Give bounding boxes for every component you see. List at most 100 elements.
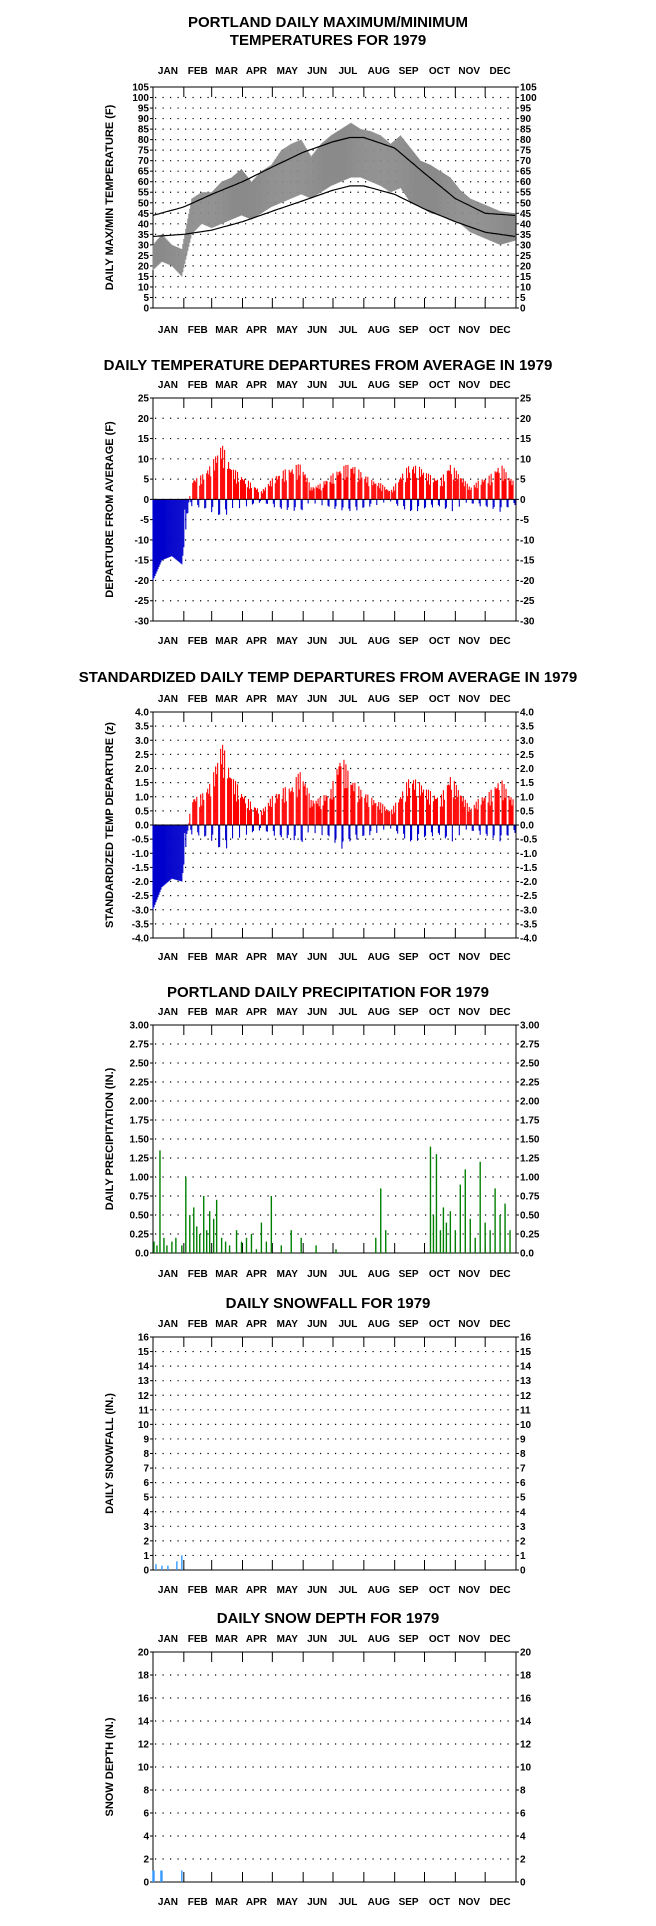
- y-tick-label-left: 3.5: [135, 722, 149, 733]
- y-tick-label-right: 2.00: [520, 1097, 540, 1108]
- month-label-bottom: OCT: [429, 1585, 450, 1596]
- chart-title: DAILY SNOW DEPTH FOR 1979: [217, 1610, 440, 1627]
- y-tick-label-left: 5: [143, 293, 149, 304]
- chart-snowfall: DAILY SNOWFALL FOR 1979 JAN JAN FEB FEB MAR MA…: [104, 1295, 532, 1596]
- y-tick-label-left: -20: [135, 576, 150, 587]
- y-tick-label-left: 2: [143, 1855, 149, 1866]
- y-tick-label-left: 3.0: [135, 736, 149, 747]
- y-tick-label-right: 4: [520, 1507, 526, 1518]
- y-tick-label-left: 2.50: [130, 1059, 150, 1070]
- month-label-top: OCT: [429, 1634, 450, 1645]
- y-tick-label-right: -4.0: [520, 934, 538, 945]
- y-tick-label-left: 10: [138, 1763, 150, 1774]
- y-tick-label-right: 35: [520, 230, 532, 241]
- month-label-bottom: FEB: [188, 325, 208, 336]
- month-label-top: APR: [246, 66, 268, 77]
- y-tick-label-left: 1: [143, 1551, 149, 1562]
- y-tick-label-left: 1.00: [130, 1173, 150, 1184]
- y-tick-label-left: 25: [138, 394, 150, 405]
- y-axis-label: STANDARDIZED TEMP DEPARTURE (z): [104, 722, 116, 928]
- y-tick-label-right: 40: [520, 219, 532, 230]
- y-tick-label-right: 5: [520, 293, 526, 304]
- month-label-top: JUN: [307, 1007, 327, 1018]
- y-tick-label-left: 1.5: [135, 778, 149, 789]
- month-label-bottom: NOV: [458, 952, 480, 963]
- y-tick-label-left: 18: [138, 1671, 150, 1682]
- normal_min-line: [152, 185, 516, 237]
- y-tick-label-right: 0.25: [520, 1230, 540, 1241]
- y-tick-label-right: 5: [520, 1493, 526, 1504]
- y-tick-label-left: 0.0: [135, 1249, 149, 1260]
- y-tick-label-right: 55: [520, 188, 532, 199]
- chart-standardized: STANDARDIZED DAILY TEMP DEPARTURES FROM …: [79, 669, 577, 963]
- y-tick-label-right: 3: [520, 1522, 526, 1533]
- y-tick-label-left: 75: [138, 146, 150, 157]
- y-tick-label-right: -30: [520, 617, 535, 628]
- month-label-bottom: MAR: [215, 1897, 239, 1908]
- y-axis-label: DAILY MAX/MIN TEMPERATURE (F): [104, 104, 116, 290]
- y-tick-label-left: 70: [138, 156, 150, 167]
- month-label-bottom: JUN: [307, 952, 327, 963]
- month-label-bottom: JUN: [307, 1585, 327, 1596]
- y-tick-label-left: 55: [138, 188, 150, 199]
- chart-precip: PORTLAND DAILY PRECIPITATION FOR 1979 JAN…: [104, 984, 540, 1280]
- y-tick-label-right: 15: [520, 272, 532, 283]
- month-label-bottom: DEC: [490, 636, 511, 647]
- month-label-top: NOV: [458, 1319, 480, 1330]
- month-label-top: SEP: [399, 1007, 419, 1018]
- month-label-bottom: NOV: [458, 1897, 480, 1908]
- y-tick-label-right: 60: [520, 177, 532, 188]
- month-label-top: JUL: [338, 66, 357, 77]
- month-label-top: MAY: [277, 1007, 299, 1018]
- month-label-top: JUN: [307, 1634, 327, 1645]
- y-tick-label-left: 80: [138, 135, 150, 146]
- month-label-top: SEP: [399, 66, 419, 77]
- y-tick-label-right: 1.75: [520, 1116, 540, 1127]
- month-label-bottom: AUG: [368, 636, 390, 647]
- y-tick-label-right: 1: [520, 1551, 526, 1562]
- y-tick-label-left: 0.75: [130, 1192, 150, 1203]
- month-label-top: AUG: [368, 1319, 390, 1330]
- y-tick-label-right: 3.00: [520, 1021, 540, 1032]
- y-tick-label-right: 0: [520, 1566, 526, 1577]
- month-label-top: JUN: [307, 66, 327, 77]
- y-tick-label-right: 6: [520, 1478, 526, 1489]
- y-tick-label-right: 4: [520, 1832, 526, 1843]
- month-label-bottom: MAY: [277, 636, 299, 647]
- y-tick-label-left: 5: [143, 475, 149, 486]
- month-label-bottom: JAN: [158, 325, 178, 336]
- y-axis-label: DAILY SNOWFALL (IN.): [104, 1393, 116, 1514]
- y-tick-label-left: 95: [138, 104, 150, 115]
- y-tick-label-right: 14: [520, 1717, 532, 1728]
- month-label-bottom: SEP: [399, 325, 419, 336]
- month-label-top: JUL: [338, 1007, 357, 1018]
- month-label-bottom: SEP: [399, 952, 419, 963]
- y-tick-label-right: 12: [520, 1740, 532, 1751]
- y-tick-label-right: 45: [520, 209, 532, 220]
- plot-frame: [152, 1024, 517, 1254]
- month-label-top: NOV: [458, 1634, 480, 1645]
- month-label-bottom: FEB: [188, 1585, 208, 1596]
- y-tick-label-right: 16: [520, 1333, 532, 1344]
- y-tick-label-left: 10: [138, 454, 150, 465]
- month-label-bottom: FEB: [188, 1269, 208, 1280]
- y-tick-label-left: 25: [138, 251, 150, 262]
- month-label-bottom: SEP: [399, 1897, 419, 1908]
- y-tick-label-left: 2.75: [130, 1040, 150, 1051]
- y-tick-label-right: 100: [520, 93, 537, 104]
- y-tick-label-right: 2.50: [520, 1059, 540, 1070]
- chart-title: DAILY SNOWFALL FOR 1979: [226, 1295, 431, 1312]
- month-label-top: FEB: [188, 694, 208, 705]
- y-tick-label-left: 7: [143, 1464, 149, 1475]
- chart-departures: DAILY TEMPERATURE DEPARTURES FROM AVERAG…: [104, 357, 553, 647]
- y-tick-label-left: 6: [143, 1478, 149, 1489]
- month-label-top: DEC: [490, 66, 511, 77]
- month-label-top: JAN: [158, 380, 178, 391]
- month-label-bottom: AUG: [368, 1269, 390, 1280]
- month-label-bottom: DEC: [490, 1585, 511, 1596]
- y-axis-label: DAILY PRECIPITATION (IN.): [104, 1067, 116, 1210]
- y-tick-label-right: 0.50: [520, 1211, 540, 1222]
- y-tick-label-left: -1.0: [132, 849, 150, 860]
- month-label-bottom: NOV: [458, 636, 480, 647]
- month-label-top: DEC: [490, 1319, 511, 1330]
